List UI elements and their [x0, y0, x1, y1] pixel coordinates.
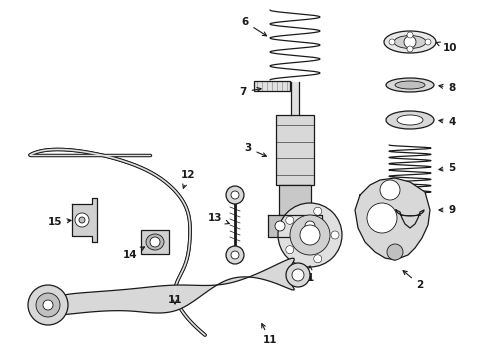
Circle shape [300, 225, 320, 245]
Text: 8: 8 [439, 83, 456, 93]
Text: 1: 1 [306, 266, 314, 283]
Circle shape [367, 203, 397, 233]
Circle shape [43, 300, 53, 310]
Circle shape [286, 216, 294, 224]
Circle shape [275, 221, 285, 231]
Circle shape [292, 269, 304, 281]
Bar [276, 115, 314, 185]
Circle shape [231, 191, 239, 199]
Text: 4: 4 [439, 117, 456, 127]
Circle shape [226, 246, 244, 264]
Bar [279, 185, 311, 215]
Circle shape [286, 263, 310, 287]
Circle shape [404, 36, 416, 48]
Circle shape [290, 215, 330, 255]
Ellipse shape [394, 36, 426, 49]
Text: 11: 11 [262, 324, 277, 345]
Circle shape [305, 221, 315, 231]
Text: 12: 12 [181, 170, 195, 188]
Ellipse shape [395, 81, 425, 89]
Text: 2: 2 [403, 271, 424, 290]
Text: 9: 9 [439, 205, 456, 215]
Ellipse shape [397, 115, 423, 125]
Circle shape [314, 255, 322, 263]
Text: 7: 7 [239, 87, 261, 97]
Ellipse shape [146, 234, 164, 250]
Ellipse shape [386, 111, 434, 129]
Circle shape [387, 244, 403, 260]
Circle shape [36, 293, 60, 317]
Circle shape [380, 180, 400, 200]
Text: 6: 6 [242, 17, 267, 36]
Circle shape [150, 237, 160, 247]
Circle shape [314, 207, 322, 215]
Text: 14: 14 [122, 247, 145, 260]
Text: 3: 3 [245, 143, 267, 157]
Text: 5: 5 [439, 163, 456, 173]
Polygon shape [291, 82, 299, 115]
Text: 10: 10 [436, 42, 457, 53]
Bar [141, 230, 169, 254]
Text: 11: 11 [168, 295, 182, 305]
Circle shape [79, 217, 85, 223]
Circle shape [231, 251, 239, 259]
Circle shape [425, 39, 431, 45]
Polygon shape [396, 210, 424, 228]
Ellipse shape [386, 78, 434, 92]
Bar [254, 81, 290, 91]
Polygon shape [355, 178, 430, 260]
Polygon shape [72, 198, 97, 242]
Circle shape [286, 246, 294, 254]
Circle shape [226, 186, 244, 204]
Text: 15: 15 [48, 217, 71, 227]
Ellipse shape [384, 31, 436, 53]
Circle shape [389, 39, 395, 45]
Circle shape [278, 203, 342, 267]
Circle shape [331, 231, 339, 239]
Circle shape [75, 213, 89, 227]
Circle shape [28, 285, 68, 325]
Circle shape [407, 46, 413, 52]
Polygon shape [268, 215, 322, 237]
Polygon shape [63, 258, 294, 314]
Text: 13: 13 [208, 213, 229, 224]
Circle shape [407, 32, 413, 38]
